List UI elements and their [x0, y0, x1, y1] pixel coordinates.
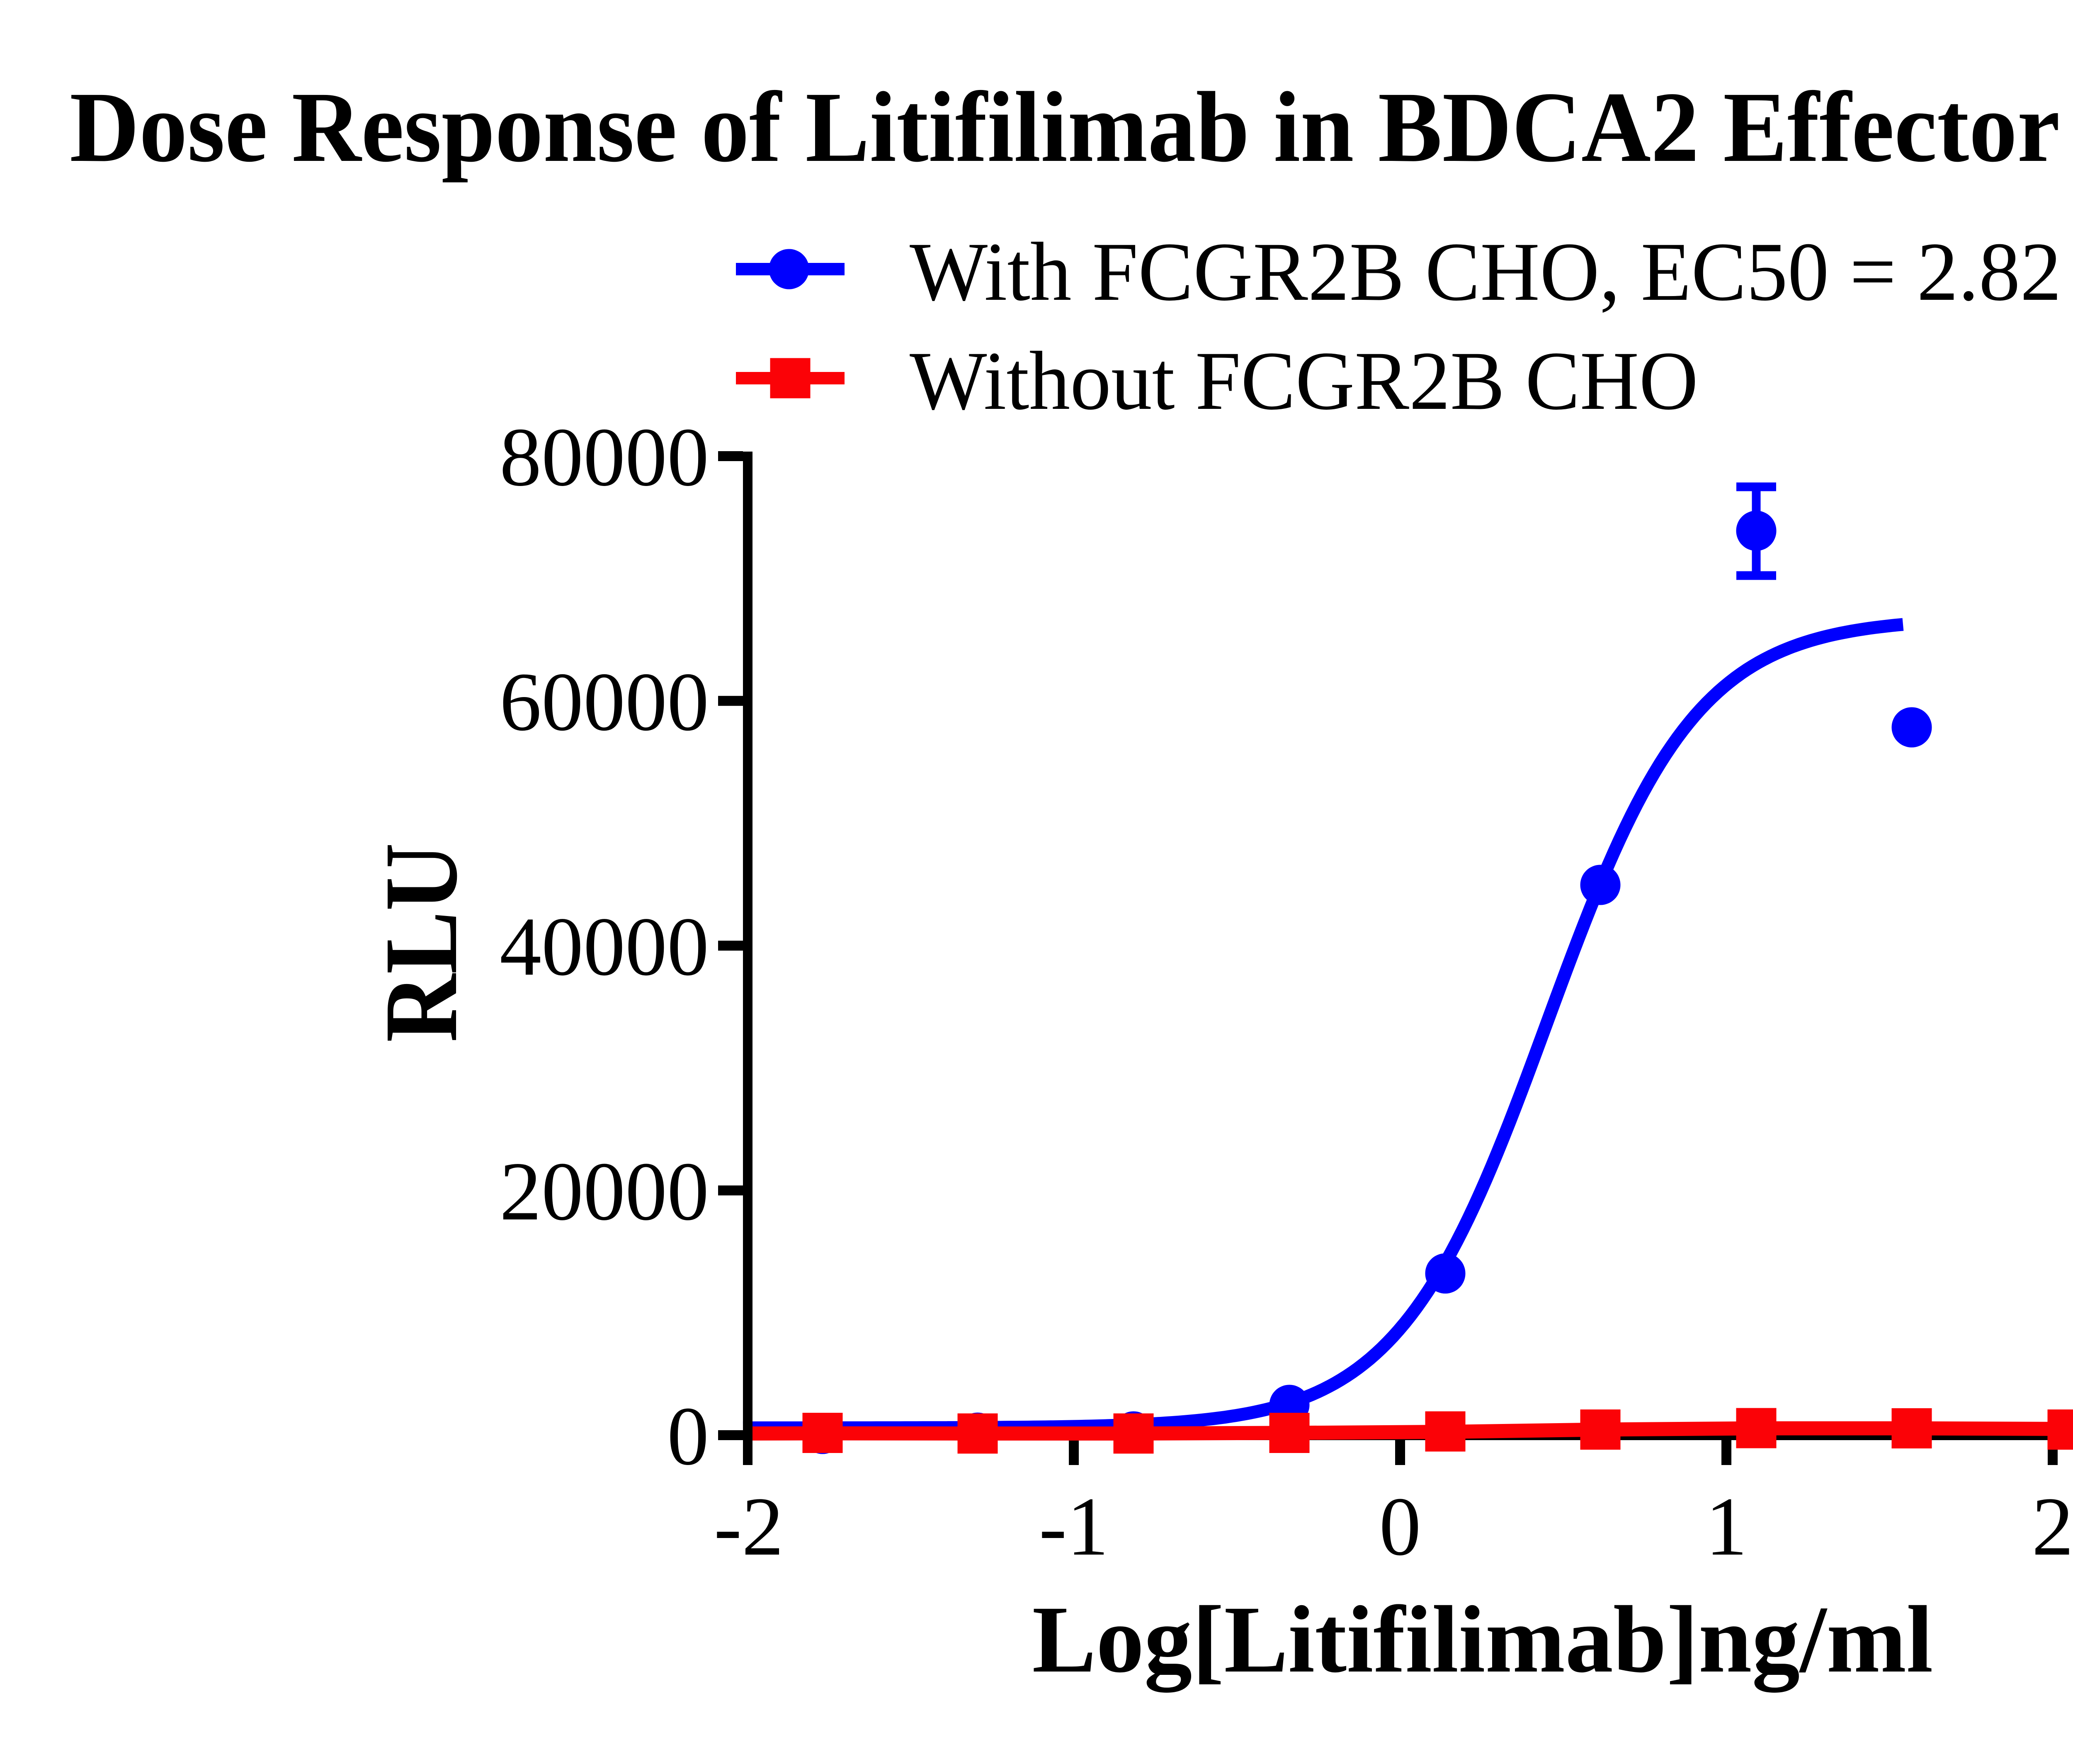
- svg-text:Log[Litifilimab]ng/ml: Log[Litifilimab]ng/ml: [1032, 1586, 1933, 1693]
- svg-text:2: 2: [2032, 1480, 2073, 1573]
- svg-text:0: 0: [667, 1390, 709, 1482]
- svg-text:-1: -1: [1039, 1480, 1109, 1573]
- svg-text:Without FCGR2B CHO: Without FCGR2B CHO: [910, 334, 1698, 427]
- svg-text:With FCGR2B CHO, EC50 = 2.82 n: With FCGR2B CHO, EC50 = 2.82 ng/ml: [910, 225, 2073, 318]
- svg-text:-2: -2: [714, 1480, 784, 1573]
- svg-text:RLU: RLU: [363, 843, 479, 1042]
- svg-text:0: 0: [1379, 1480, 1421, 1573]
- svg-text:80000: 80000: [500, 411, 709, 503]
- svg-text:Dose Response of Litifilimab i: Dose Response of Litifilimab in BDCA2 Ef…: [70, 71, 2073, 183]
- svg-text:20000: 20000: [500, 1145, 709, 1238]
- svg-text:60000: 60000: [500, 655, 709, 748]
- svg-text:40000: 40000: [500, 900, 709, 993]
- svg-text:1: 1: [1706, 1480, 1748, 1573]
